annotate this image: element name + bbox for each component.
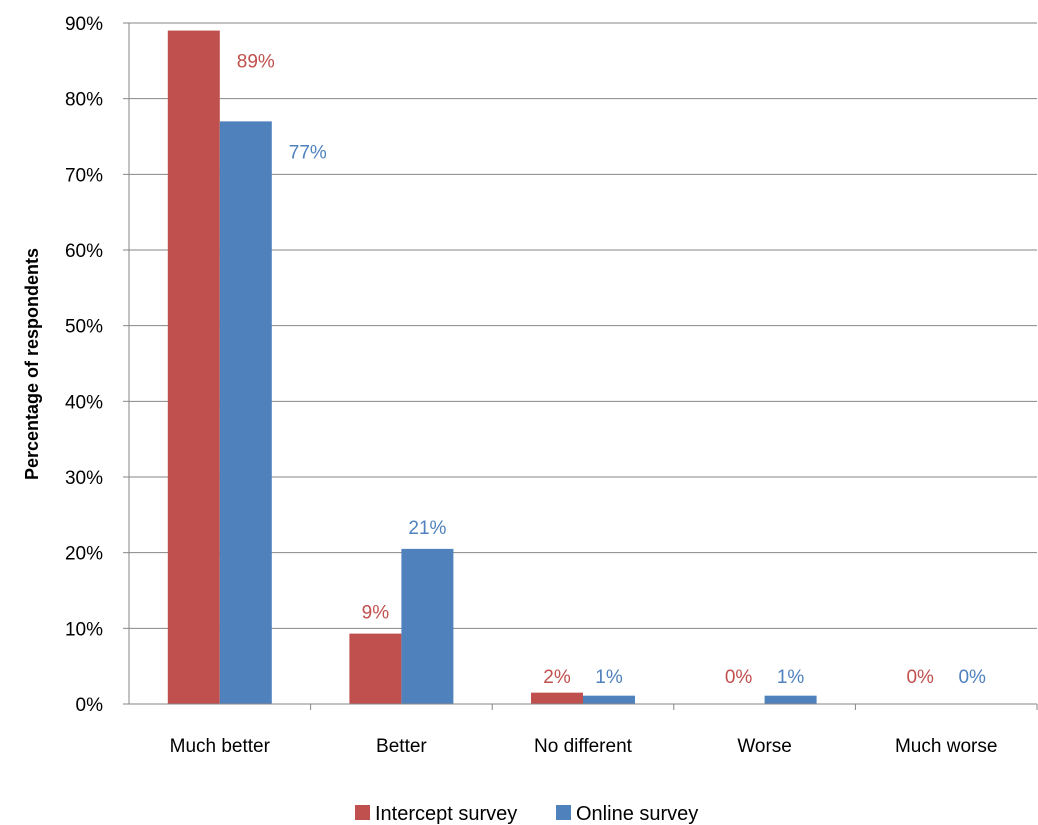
data-label: 1% [595, 667, 623, 688]
y-tick-label: 10% [65, 619, 103, 640]
legend-swatch [556, 805, 571, 820]
y-tick-label: 60% [65, 241, 103, 262]
y-tick-label: 0% [76, 695, 104, 716]
legend-label: Online survey [576, 803, 698, 825]
bar-intercept-0 [167, 30, 220, 705]
x-tick-label: No different [534, 736, 633, 757]
grid-lines [129, 22, 1037, 629]
bar-online-2 [583, 695, 635, 704]
y-tick-label: 50% [65, 317, 103, 338]
bar-online-3 [764, 695, 817, 704]
data-label: 21% [408, 518, 446, 539]
x-tick-label: Much worse [895, 736, 997, 757]
bar-intercept-2 [531, 692, 583, 704]
legend-swatch [355, 805, 370, 820]
y-tick-label: 80% [65, 90, 103, 111]
y-tick-labels: 0% 10% 20% 30% 40% 50% 60% 70% 80% 90% [65, 14, 103, 716]
legend-label: Intercept survey [375, 803, 517, 825]
data-label: 77% [289, 142, 327, 163]
y-tick-label: 90% [65, 14, 103, 35]
legend: Intercept survey Online survey [355, 803, 698, 825]
bar-online-0 [219, 121, 272, 704]
bar-online-1 [401, 548, 454, 704]
data-label: 0% [906, 667, 934, 688]
y-tick-label: 20% [65, 544, 103, 565]
x-tick-labels: Much better Better No different Worse Much w… [170, 736, 998, 757]
x-tick-label: Much better [170, 736, 271, 757]
x-tick-label: Better [376, 736, 427, 757]
data-labels: 89% 77% 9% 21% 2% 1% 0% 1% 0% 0% [237, 52, 986, 688]
data-label: 1% [777, 667, 805, 688]
axes [123, 22, 1038, 710]
y-tick-label: 30% [65, 468, 103, 489]
data-label: 89% [237, 52, 275, 73]
data-label: 0% [725, 667, 753, 688]
data-label: 9% [362, 603, 390, 624]
data-label: 2% [543, 667, 571, 688]
bars [167, 30, 817, 705]
y-axis-title: Percentage of respondents [22, 248, 42, 480]
y-tick-label: 40% [65, 392, 103, 413]
x-tick-label: Worse [737, 736, 792, 757]
y-tick-label: 70% [65, 165, 103, 186]
data-label: 0% [958, 667, 986, 688]
bar-intercept-1 [349, 633, 402, 704]
